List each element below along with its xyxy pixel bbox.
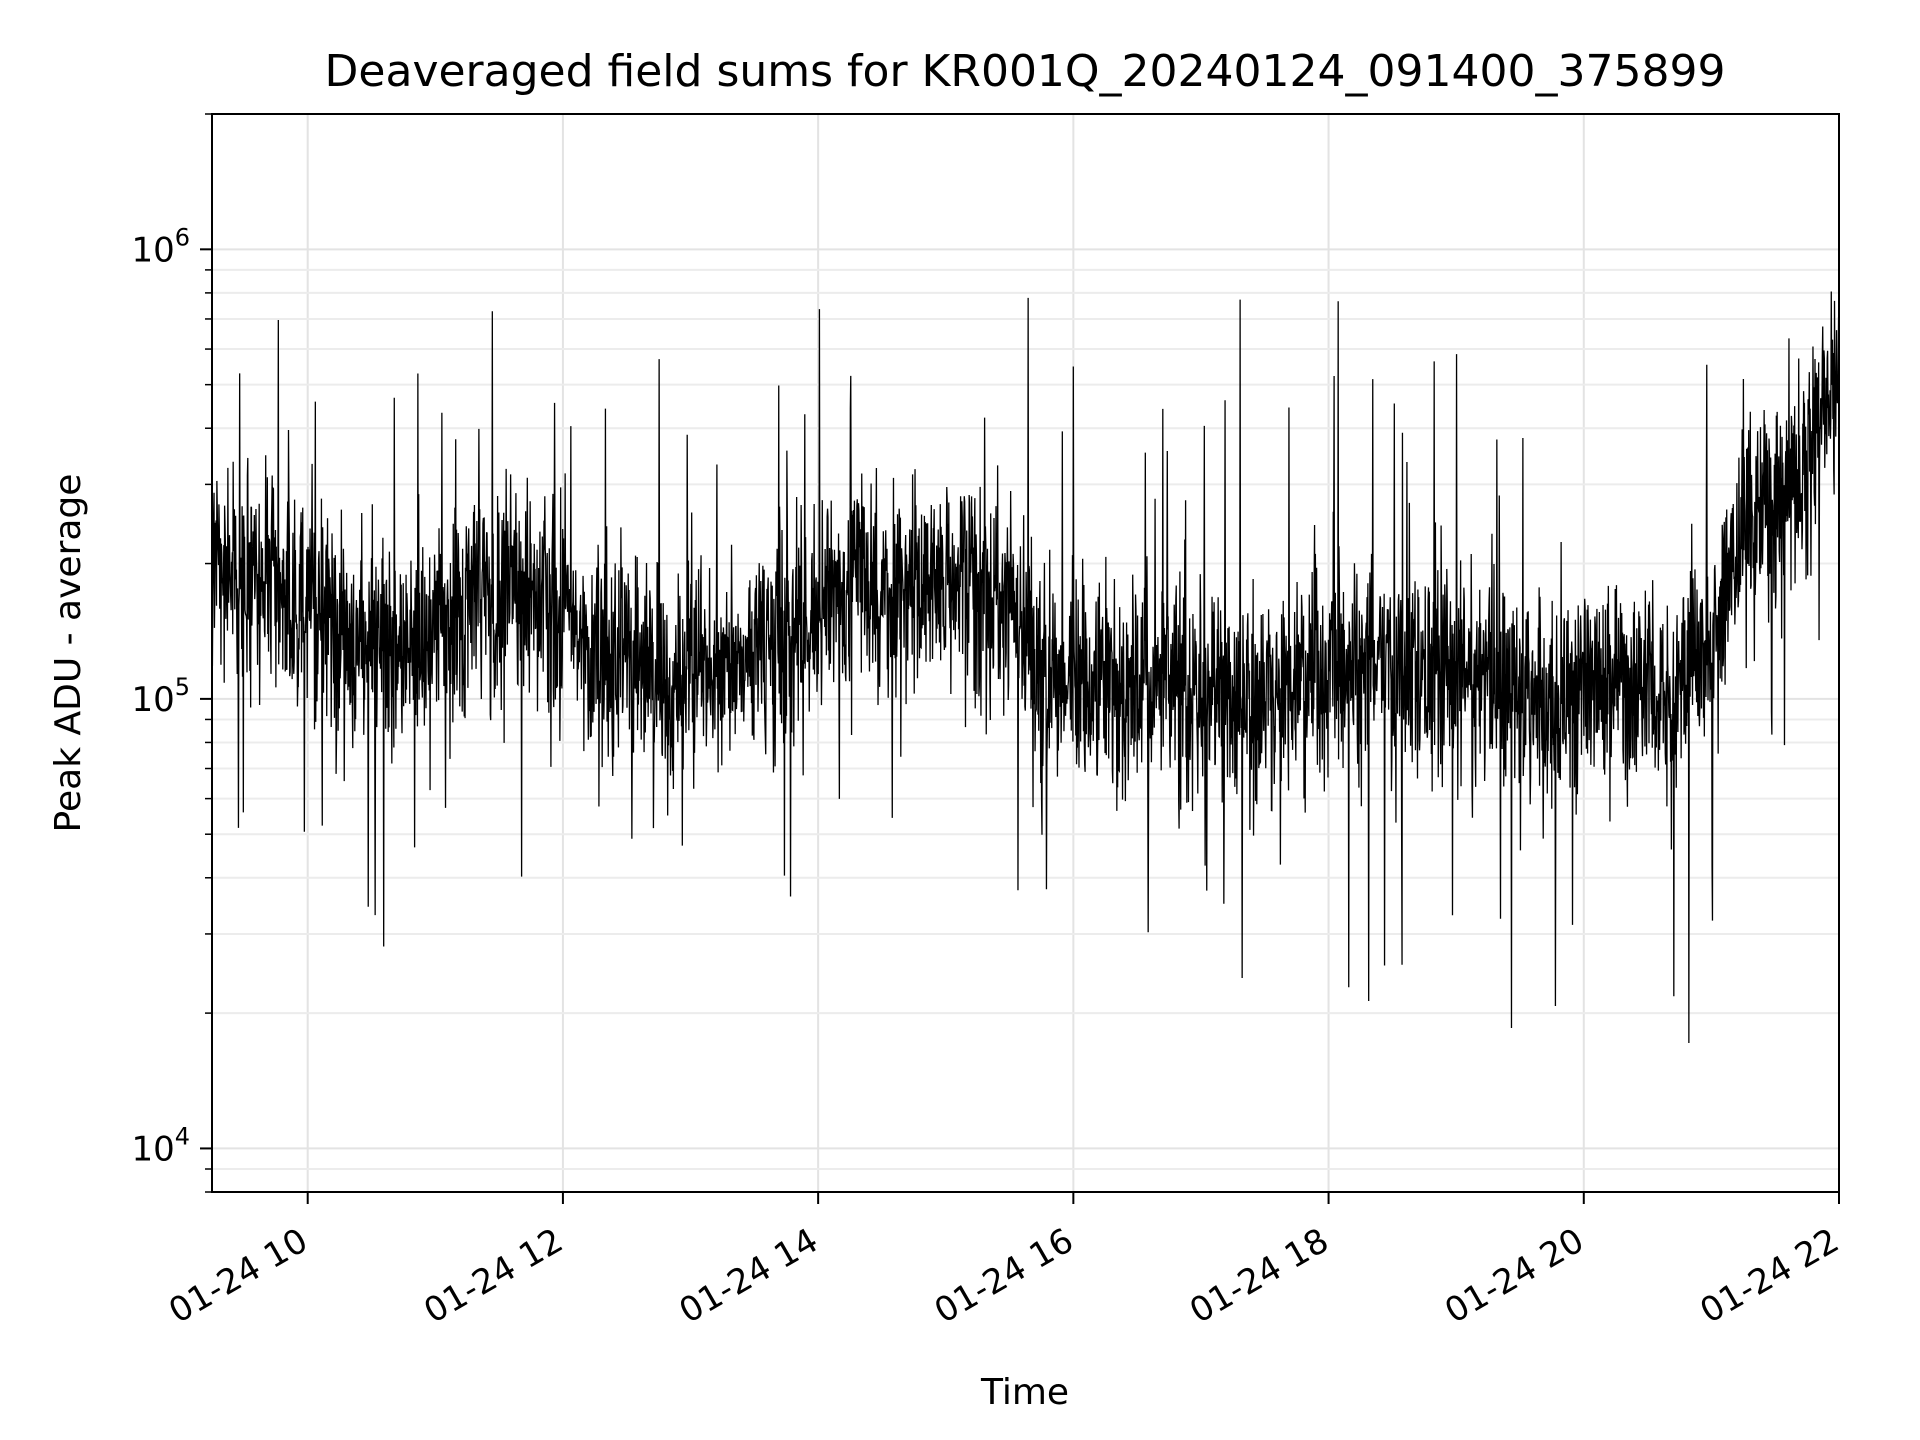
- y-tick-base: 10: [131, 680, 174, 720]
- y-tick-exponent: 4: [175, 1122, 190, 1150]
- chart-title: Deaveraged field sums for KR001Q_2024012…: [325, 46, 1726, 97]
- series-layer: [211, 291, 1840, 1044]
- y-tick-label: 104: [131, 1122, 190, 1169]
- y-tick-exponent: 6: [175, 223, 190, 251]
- y-tick-label: 105: [131, 673, 190, 720]
- y-axis-label: Peak ADU - average: [48, 474, 89, 833]
- y-tick-exponent: 5: [175, 673, 190, 701]
- y-tick-base: 10: [131, 1129, 174, 1169]
- plot-frame: [211, 113, 1840, 1193]
- y-tick-base: 10: [131, 230, 174, 270]
- x-axis-label: Time: [980, 1372, 1069, 1413]
- grid: [212, 113, 1840, 1193]
- series-line: [211, 291, 1840, 1044]
- y-tick-label: 106: [131, 223, 190, 270]
